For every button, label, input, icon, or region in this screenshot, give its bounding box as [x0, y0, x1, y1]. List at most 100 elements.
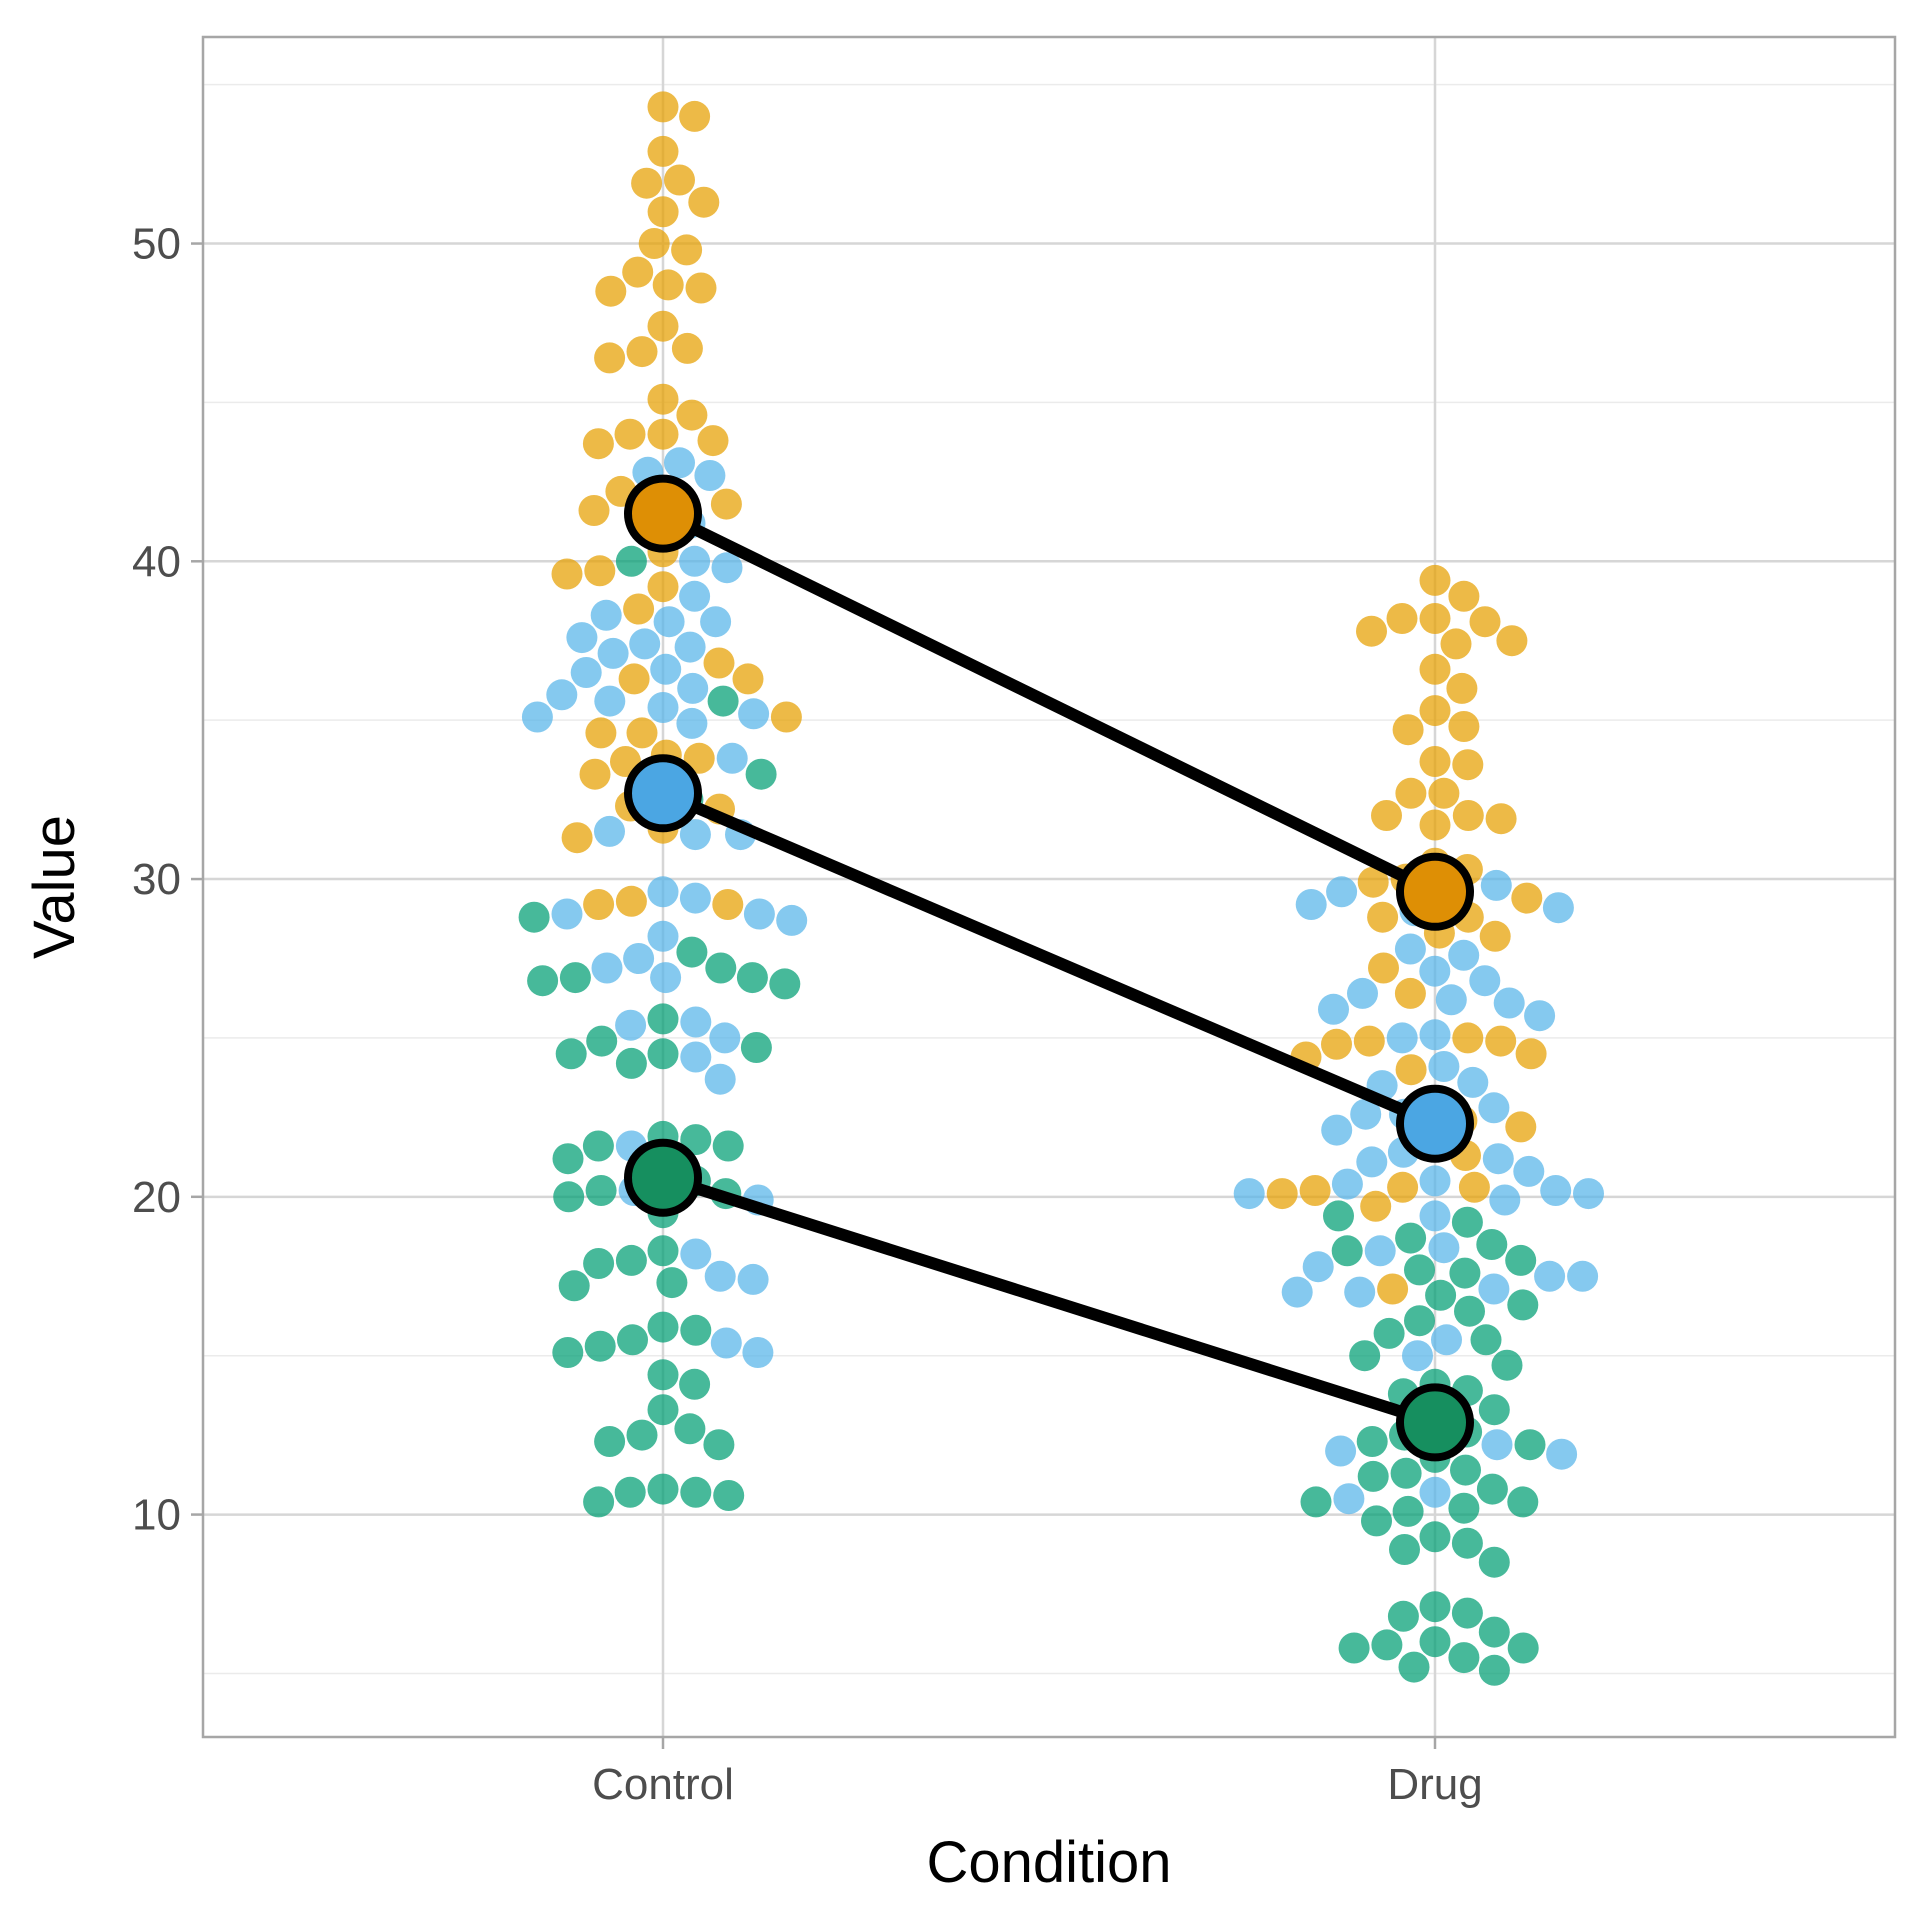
data-point	[1428, 777, 1460, 809]
data-point	[743, 898, 775, 930]
data-point	[705, 952, 737, 984]
data-point	[647, 692, 679, 723]
data-point	[1524, 1000, 1556, 1032]
data-point	[1542, 892, 1574, 924]
data-point	[1449, 1257, 1481, 1289]
data-point	[618, 663, 650, 695]
data-point	[679, 819, 711, 851]
data-point	[647, 418, 679, 450]
data-point	[671, 234, 703, 266]
data-point	[679, 580, 711, 612]
data-point	[1361, 1505, 1392, 1537]
data-point	[1394, 933, 1426, 965]
summary-lines-and-means	[624, 474, 1474, 1462]
data-point	[585, 1175, 617, 1206]
data-point	[1534, 1260, 1566, 1292]
data-point	[1507, 1632, 1539, 1664]
data-point	[1489, 1184, 1521, 1216]
data-point	[551, 898, 583, 930]
data-point	[1451, 1206, 1483, 1238]
data-point	[1321, 1114, 1353, 1146]
data-point	[1419, 1476, 1451, 1508]
data-point	[1448, 711, 1480, 742]
data-point	[664, 447, 695, 479]
data-point	[653, 606, 685, 638]
data-point	[1428, 1232, 1460, 1264]
data-point	[694, 460, 726, 491]
data-point	[647, 920, 679, 952]
x-tick-labels: Control Drug	[592, 1760, 1483, 1809]
data-point	[1302, 1251, 1334, 1283]
data-point	[1364, 1235, 1396, 1267]
data-point	[1470, 1324, 1502, 1356]
data-point	[676, 707, 708, 739]
data-point	[623, 593, 655, 625]
data-point	[1505, 1244, 1537, 1276]
data-point	[1419, 564, 1451, 596]
data-point	[594, 685, 626, 717]
data-point	[555, 1038, 587, 1070]
data-point	[1233, 1178, 1265, 1210]
data-point	[1493, 987, 1525, 1019]
data-point	[647, 91, 679, 123]
data-point	[647, 196, 679, 228]
data-point	[647, 1359, 679, 1391]
data-point	[1478, 1394, 1510, 1426]
data-point	[712, 1130, 744, 1162]
data-point	[707, 685, 739, 717]
data-point	[1331, 1168, 1363, 1200]
data-point	[1435, 984, 1467, 1016]
data-point	[1448, 1492, 1480, 1524]
data-point	[559, 962, 591, 994]
data-point	[709, 1022, 741, 1054]
data-point	[674, 631, 706, 663]
data-point	[688, 186, 720, 218]
data-point	[1419, 1626, 1451, 1658]
axis-ticks	[191, 242, 1437, 1749]
data-point	[622, 256, 654, 288]
data-point	[1419, 809, 1451, 841]
data-point	[1419, 1019, 1451, 1051]
data-point	[595, 275, 627, 307]
data-point	[1448, 939, 1480, 971]
data-point	[546, 679, 578, 711]
data-point	[1511, 882, 1543, 914]
data-point	[1485, 803, 1517, 835]
data-point	[716, 742, 748, 774]
data-point	[1454, 1295, 1485, 1327]
data-point	[527, 965, 559, 997]
data-point	[1371, 1629, 1403, 1661]
data-point	[551, 558, 583, 590]
data-point	[1377, 1273, 1409, 1305]
data-point	[1446, 672, 1478, 704]
data-point	[1419, 1521, 1451, 1553]
data-point	[1394, 977, 1426, 1009]
data-point	[713, 1480, 745, 1511]
data-point	[1515, 1038, 1547, 1070]
data-point	[1360, 1190, 1392, 1222]
data-point	[1326, 876, 1358, 908]
data-point	[1392, 714, 1424, 746]
data-point	[1331, 1235, 1363, 1267]
data-point	[1350, 1098, 1382, 1130]
mean-connector-line	[660, 508, 1438, 898]
data-point	[647, 310, 679, 342]
data-point	[679, 1368, 711, 1400]
data-point	[679, 545, 711, 577]
data-point	[1450, 1454, 1481, 1486]
y-tick-label: 10	[132, 1491, 181, 1540]
data-point	[553, 1181, 585, 1213]
data-point	[1452, 1022, 1484, 1054]
data-point	[586, 1025, 618, 1057]
y-tick-label: 50	[132, 220, 181, 269]
data-point	[1389, 1534, 1420, 1565]
data-point	[1452, 749, 1484, 781]
data-point	[683, 742, 715, 774]
data-point	[583, 1248, 615, 1279]
mean-marker	[1396, 1383, 1474, 1462]
data-point	[1546, 1438, 1578, 1470]
data-point	[1457, 1066, 1489, 1098]
data-point	[521, 701, 553, 733]
data-point	[1353, 1025, 1385, 1057]
data-point	[677, 672, 709, 704]
